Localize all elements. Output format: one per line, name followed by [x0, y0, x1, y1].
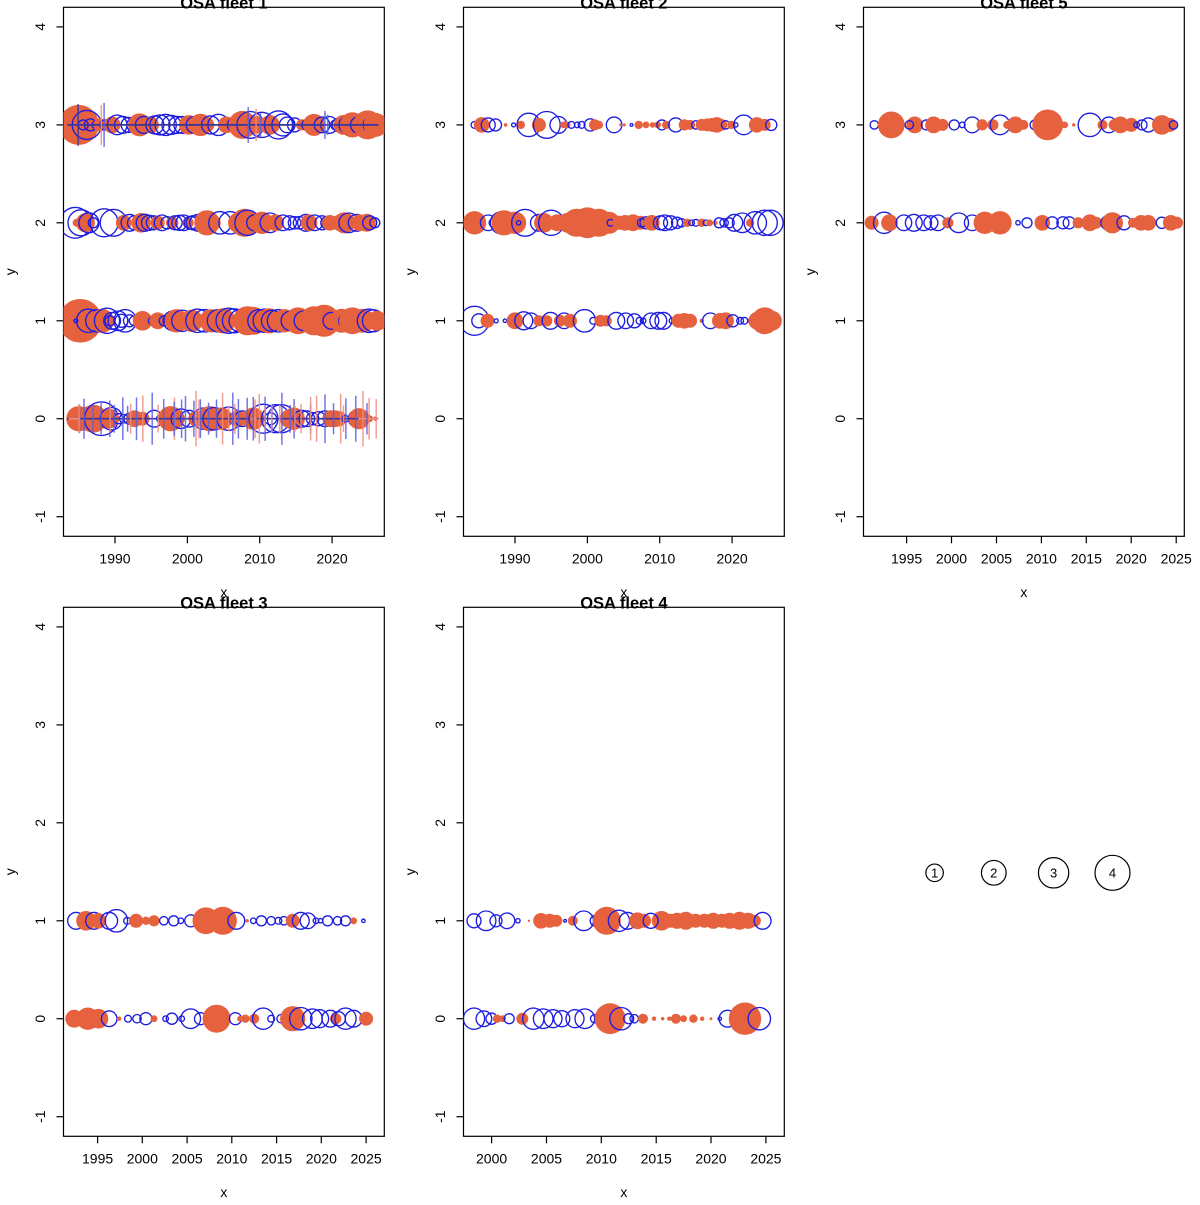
svg-text:OSA fleet 5: OSA fleet 5	[980, 0, 1067, 13]
svg-text:4: 4	[32, 623, 48, 631]
svg-text:2: 2	[32, 219, 48, 227]
svg-text:2020: 2020	[717, 550, 748, 566]
svg-text:1995: 1995	[891, 550, 922, 566]
svg-text:2020: 2020	[695, 1150, 726, 1166]
svg-text:4: 4	[832, 23, 848, 31]
svg-text:x: x	[220, 1184, 227, 1200]
svg-text:2000: 2000	[572, 550, 603, 566]
svg-text:1: 1	[432, 317, 448, 325]
svg-text:2000: 2000	[476, 1150, 507, 1166]
svg-text:1: 1	[32, 317, 48, 325]
svg-text:4: 4	[432, 23, 448, 31]
svg-text:4: 4	[1109, 865, 1116, 880]
svg-text:OSA fleet 1: OSA fleet 1	[180, 0, 267, 13]
svg-text:3: 3	[432, 721, 448, 729]
svg-text:-1: -1	[32, 1110, 48, 1123]
svg-text:2000: 2000	[172, 550, 203, 566]
svg-text:-1: -1	[32, 510, 48, 523]
svg-text:2: 2	[832, 219, 848, 227]
svg-text:x: x	[1020, 584, 1027, 600]
svg-text:2015: 2015	[261, 1150, 292, 1166]
svg-text:2000: 2000	[936, 550, 967, 566]
svg-text:2: 2	[432, 219, 448, 227]
svg-text:2025: 2025	[750, 1150, 781, 1166]
svg-text:1: 1	[832, 317, 848, 325]
svg-text:y: y	[2, 868, 18, 875]
svg-text:2010: 2010	[1026, 550, 1057, 566]
svg-text:2015: 2015	[1071, 550, 1102, 566]
svg-text:2005: 2005	[531, 1150, 562, 1166]
svg-text:y: y	[802, 268, 818, 275]
svg-text:2000: 2000	[127, 1150, 158, 1166]
svg-text:2: 2	[432, 819, 448, 827]
svg-text:0: 0	[432, 415, 448, 423]
svg-text:0: 0	[832, 415, 848, 423]
svg-text:2005: 2005	[981, 550, 1012, 566]
svg-text:-1: -1	[432, 510, 448, 523]
svg-text:2015: 2015	[641, 1150, 672, 1166]
svg-text:OSA fleet 2: OSA fleet 2	[580, 0, 667, 13]
svg-text:1: 1	[32, 917, 48, 925]
svg-text:-1: -1	[432, 1110, 448, 1123]
svg-text:x: x	[620, 1184, 627, 1200]
svg-text:2020: 2020	[1116, 550, 1147, 566]
svg-text:3: 3	[832, 121, 848, 129]
svg-text:2025: 2025	[1161, 550, 1192, 566]
svg-text:-1: -1	[832, 510, 848, 523]
svg-text:1: 1	[432, 917, 448, 925]
svg-text:3: 3	[1050, 865, 1057, 880]
svg-text:2025: 2025	[351, 1150, 382, 1166]
svg-text:OSA fleet 4: OSA fleet 4	[580, 595, 668, 613]
svg-text:2010: 2010	[244, 550, 275, 566]
svg-text:0: 0	[32, 1015, 48, 1023]
svg-text:3: 3	[32, 721, 48, 729]
svg-text:1995: 1995	[82, 1150, 113, 1166]
svg-text:2005: 2005	[172, 1150, 203, 1166]
svg-text:x: x	[220, 584, 227, 600]
svg-text:2010: 2010	[216, 1150, 247, 1166]
svg-text:4: 4	[432, 623, 448, 631]
svg-text:y: y	[402, 868, 418, 875]
svg-text:0: 0	[32, 415, 48, 423]
svg-text:1990: 1990	[99, 550, 130, 566]
svg-text:2: 2	[32, 819, 48, 827]
svg-text:2020: 2020	[306, 1150, 337, 1166]
svg-text:y: y	[402, 268, 418, 275]
svg-text:1990: 1990	[499, 550, 530, 566]
svg-text:y: y	[2, 268, 18, 275]
svg-text:0: 0	[432, 1015, 448, 1023]
svg-text:2010: 2010	[644, 550, 675, 566]
svg-text:3: 3	[432, 121, 448, 129]
svg-text:2020: 2020	[317, 550, 348, 566]
svg-text:OSA fleet 3: OSA fleet 3	[180, 595, 267, 613]
svg-text:1: 1	[931, 865, 938, 880]
svg-text:4: 4	[32, 23, 48, 31]
svg-text:3: 3	[32, 121, 48, 129]
svg-text:2010: 2010	[586, 1150, 617, 1166]
svg-text:x: x	[620, 584, 627, 600]
svg-text:2: 2	[990, 865, 997, 880]
